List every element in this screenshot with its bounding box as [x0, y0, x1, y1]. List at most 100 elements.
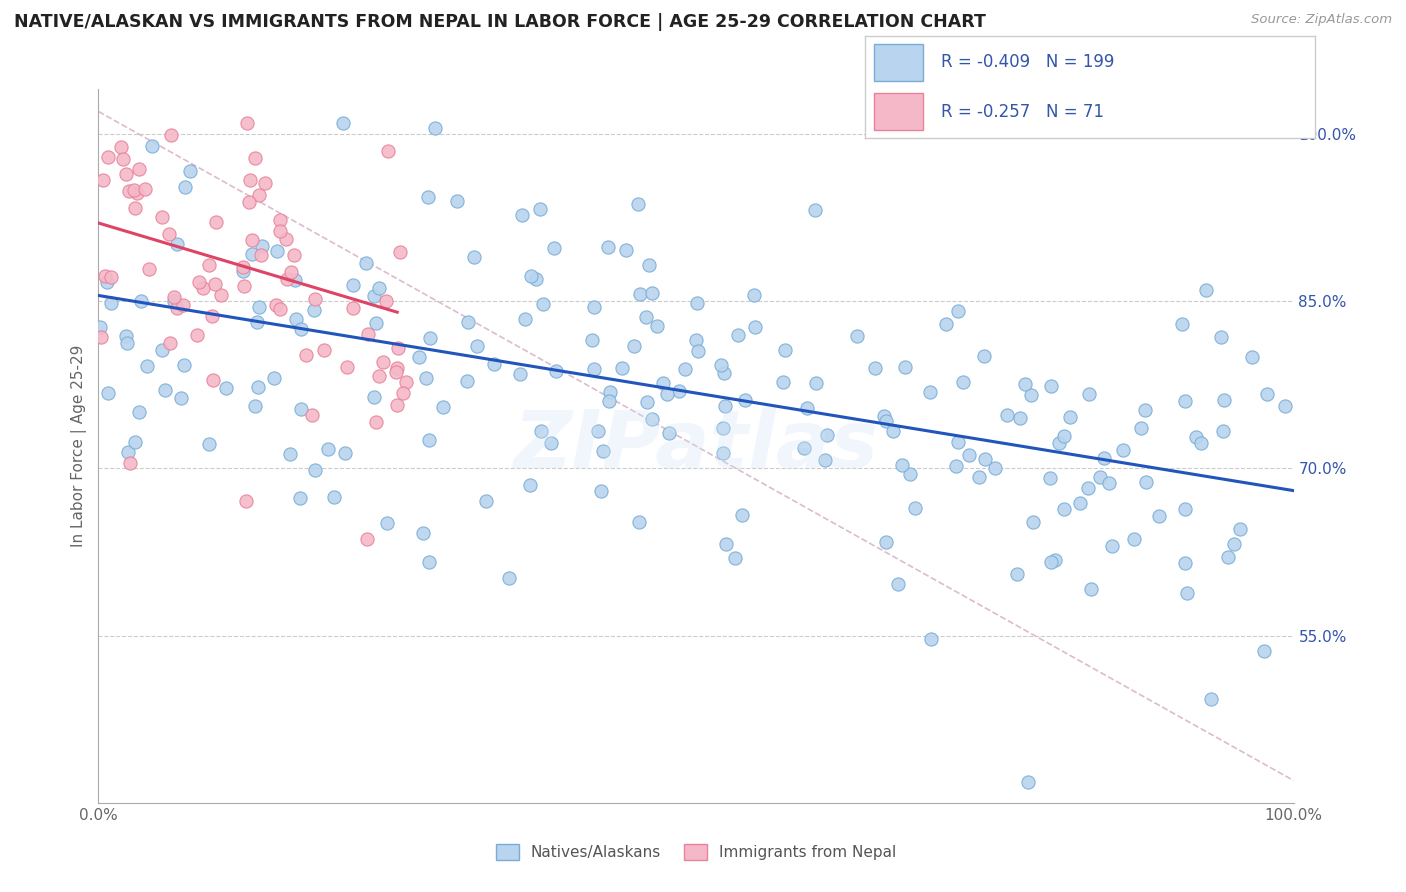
Point: [1229, 522, 1251, 536]
Point: [134, 182, 156, 196]
Point: [638, 259, 661, 273]
Point: [1039, 471, 1062, 485]
Point: [384, 365, 406, 379]
Point: [96, 275, 118, 289]
Point: [1185, 430, 1208, 444]
Point: [423, 120, 446, 135]
Point: [1101, 539, 1123, 553]
Point: [280, 265, 302, 279]
Point: [418, 190, 440, 204]
Point: [312, 343, 335, 358]
Point: [510, 208, 533, 222]
Point: [898, 467, 921, 482]
Point: [304, 292, 326, 306]
Point: [125, 186, 148, 201]
Point: [141, 139, 163, 153]
Point: [415, 371, 437, 385]
Point: [1274, 399, 1296, 413]
Point: [1047, 435, 1070, 450]
Point: [128, 162, 150, 177]
Point: [946, 435, 969, 450]
Point: [714, 399, 737, 413]
Point: [186, 328, 208, 343]
Point: [418, 434, 440, 448]
Point: [284, 273, 307, 287]
Point: [240, 233, 263, 247]
Point: [647, 319, 669, 334]
Point: [283, 248, 305, 262]
Point: [375, 516, 398, 531]
Point: [1039, 556, 1062, 570]
Point: [540, 435, 562, 450]
Point: [995, 408, 1018, 422]
Point: [118, 184, 141, 198]
Point: [205, 214, 228, 228]
Point: [641, 412, 664, 426]
Point: [128, 405, 150, 419]
Point: [136, 359, 159, 373]
Point: [264, 298, 287, 312]
Point: [110, 140, 132, 154]
Point: [363, 390, 385, 404]
Point: [793, 441, 815, 455]
Point: [269, 224, 291, 238]
Point: [124, 201, 146, 215]
Point: [198, 258, 221, 272]
Point: [1014, 376, 1036, 391]
Point: [276, 272, 298, 286]
Point: [636, 310, 658, 324]
Point: [366, 316, 388, 330]
Point: [614, 243, 637, 257]
Point: [1059, 410, 1081, 425]
Point: [290, 401, 312, 416]
Point: [243, 399, 266, 413]
Point: [247, 187, 270, 202]
Point: [150, 343, 173, 357]
Point: [945, 458, 967, 473]
Point: [1017, 774, 1039, 789]
Point: [288, 491, 311, 506]
Point: [333, 446, 356, 460]
Point: [1098, 476, 1121, 491]
Point: [1174, 502, 1197, 516]
Point: [772, 375, 794, 389]
Point: [301, 408, 323, 422]
Point: [302, 302, 325, 317]
Point: [586, 424, 609, 438]
Point: [375, 293, 398, 308]
Point: [246, 315, 269, 329]
Point: [385, 360, 408, 375]
Point: [946, 303, 969, 318]
Point: [1175, 586, 1198, 600]
Point: [385, 398, 408, 412]
Point: [1077, 386, 1099, 401]
Point: [157, 227, 180, 241]
Point: [215, 381, 238, 395]
Point: [845, 328, 868, 343]
Point: [658, 425, 681, 440]
Point: [1130, 421, 1153, 435]
Point: [882, 424, 904, 438]
Point: [711, 421, 734, 435]
Point: [734, 392, 756, 407]
Point: [274, 232, 297, 246]
Point: [713, 366, 735, 380]
Text: ZIPatlas: ZIPatlas: [513, 407, 879, 485]
Point: [247, 300, 270, 314]
Point: [166, 301, 188, 315]
Point: [710, 358, 733, 372]
Point: [204, 277, 226, 291]
Point: [623, 339, 645, 353]
Point: [626, 196, 648, 211]
Point: [668, 384, 690, 399]
Point: [263, 370, 285, 384]
Point: [1253, 644, 1275, 658]
Point: [238, 195, 260, 210]
Point: [236, 115, 259, 129]
Point: [804, 202, 827, 217]
Point: [201, 309, 224, 323]
Point: [952, 375, 974, 389]
Point: [118, 456, 141, 470]
Point: [543, 241, 565, 255]
Y-axis label: In Labor Force | Age 25-29: In Labor Force | Age 25-29: [72, 345, 87, 547]
